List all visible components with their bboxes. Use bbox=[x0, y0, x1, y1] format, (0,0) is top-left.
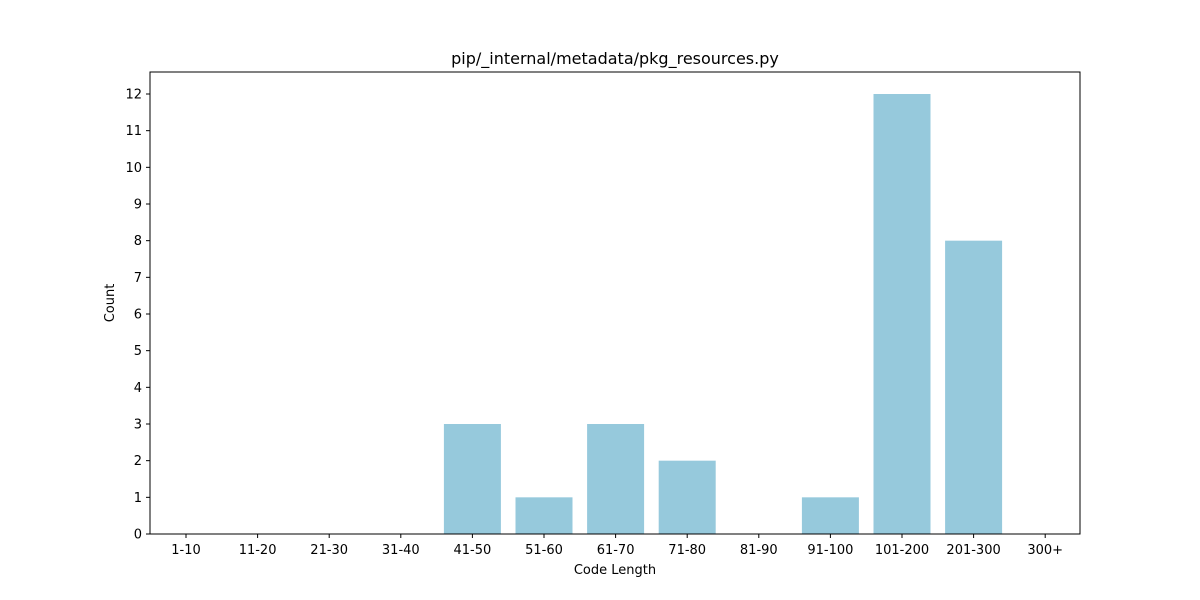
x-tick-label: 91-100 bbox=[807, 543, 853, 558]
y-tick-label: 3 bbox=[134, 418, 142, 433]
y-axis-title: Count bbox=[103, 284, 118, 323]
bar-101-200 bbox=[873, 94, 931, 534]
bar-51-60 bbox=[515, 497, 573, 534]
x-tick-label: 11-20 bbox=[239, 543, 277, 558]
bar-201-300 bbox=[945, 240, 1003, 535]
bar-71-80 bbox=[658, 460, 716, 534]
x-tick-label: 201-300 bbox=[946, 543, 1000, 558]
y-tick-label: 1 bbox=[134, 491, 142, 506]
bar-91-100 bbox=[801, 497, 859, 534]
x-tick-label: 21-30 bbox=[310, 543, 348, 558]
y-tick-label: 2 bbox=[134, 454, 142, 469]
chart-title: pip/_internal/metadata/pkg_resources.py bbox=[451, 49, 779, 69]
y-tick-label: 5 bbox=[134, 344, 142, 359]
x-tick-label: 101-200 bbox=[875, 543, 929, 558]
y-tick-label: 6 bbox=[134, 308, 142, 323]
x-tick-label: 61-70 bbox=[597, 543, 635, 558]
x-tick-label: 41-50 bbox=[454, 543, 492, 558]
x-tick-label: 300+ bbox=[1027, 543, 1063, 558]
x-tick-label: 71-80 bbox=[668, 543, 706, 558]
y-tick-label: 10 bbox=[125, 161, 142, 176]
bars-group bbox=[443, 94, 1003, 535]
bar-41-50 bbox=[443, 424, 501, 534]
y-tick-label: 9 bbox=[134, 198, 142, 213]
y-tick-label: 7 bbox=[134, 271, 142, 286]
y-tick-label: 11 bbox=[125, 124, 142, 139]
x-tick-label: 51-60 bbox=[525, 543, 563, 558]
x-tick-label: 31-40 bbox=[382, 543, 420, 558]
x-axis-title: Code Length bbox=[574, 563, 656, 578]
y-tick-label: 8 bbox=[134, 234, 142, 249]
y-tick-label: 0 bbox=[134, 528, 142, 543]
y-tick-label: 12 bbox=[125, 88, 142, 103]
bar-61-70 bbox=[587, 424, 645, 534]
plot-frame bbox=[149, 71, 1081, 535]
y-tick-label: 4 bbox=[134, 381, 142, 396]
x-axis-ticks: 1-10 11-20 21-30 31-40 41-50 51-60 61-70 71-80 8… bbox=[171, 534, 1063, 558]
x-tick-label: 81-90 bbox=[740, 543, 778, 558]
x-tick-label: 1-10 bbox=[171, 543, 201, 558]
